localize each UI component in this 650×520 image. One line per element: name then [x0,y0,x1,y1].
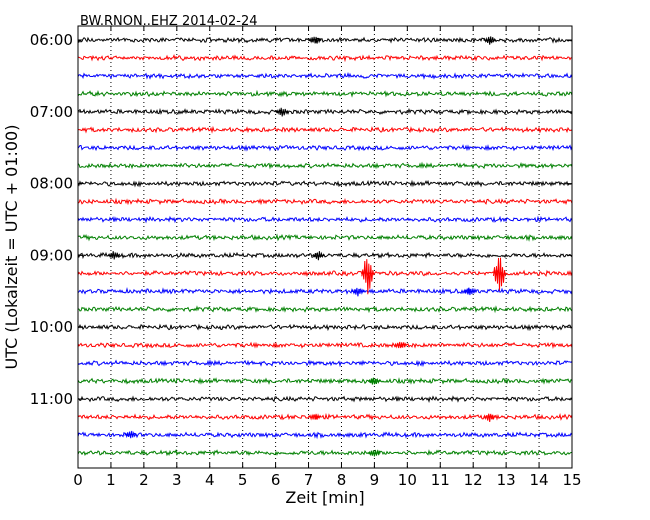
trace-1130 [77,431,573,440]
event-burst-12 [483,413,497,422]
event-burst-7 [351,287,365,297]
event-burst-8 [463,287,477,296]
x-tick-label: 0 [73,471,83,489]
event-burst-1 [483,36,497,45]
x-tick-label: 11 [431,471,450,489]
y-tick-label: 08:00 [30,175,73,193]
x-tick-label: 6 [271,471,281,489]
trace-1145 [77,448,572,457]
trace-0930 [77,286,573,295]
event-burst-2 [275,107,289,117]
event-burst-6 [493,257,506,291]
event-burst-0 [308,36,322,44]
x-tick-label: 4 [205,471,215,489]
y-axis-label: UTC (Lokalzeit = UTC + 01:00) [2,125,21,370]
event-burst-10 [367,377,381,385]
x-tick-label: 12 [464,471,483,489]
y-tick-label: 06:00 [30,31,73,49]
trace-0630 [77,71,573,80]
chart-title: BW.RNON..EHZ 2014-02-24 [80,14,258,29]
event-burst-3 [312,251,325,261]
trace-0830 [77,215,573,224]
x-tick-label: 1 [106,471,116,489]
x-tick-label: 7 [304,471,314,489]
trace-1030 [77,358,573,368]
vertical-grid [110,26,540,468]
x-tick-label: 10 [398,471,417,489]
x-tick-label: 8 [337,471,347,489]
x-tick-label: 15 [562,471,581,489]
event-burst-13 [124,430,138,439]
trace-1100 [77,395,573,404]
trace-1015 [77,341,573,349]
y-tick-label: 09:00 [30,246,73,264]
x-tick-label: 9 [370,471,380,489]
trace-1045 [77,377,573,385]
trace-0600 [77,36,573,44]
x-tick-label: 2 [139,471,149,489]
trace-0945 [77,305,573,314]
trace-1000 [77,323,573,332]
event-burst-14 [368,449,381,457]
trace-0900 [77,251,573,260]
y-tick-label: 10:00 [30,318,73,336]
event-group [107,36,506,457]
trace-0615 [77,54,573,63]
trace-0815 [77,197,573,206]
y-axis-ticks: 06:00 07:00 08:00 09:00 10:00 11:00 [30,31,572,408]
x-axis-ticks: 0 1 2 3 4 5 6 7 8 9 10 11 12 13 14 15 [73,26,582,489]
trace-0645 [77,89,573,98]
event-burst-5 [361,259,375,295]
trace-0700 [77,107,573,116]
trace-0715 [77,125,573,134]
trace-0745 [77,161,573,170]
trace-group [77,36,573,457]
plot-frame [77,25,573,469]
y-tick-label: 07:00 [30,103,73,121]
trace-0800 [77,179,573,188]
event-burst-9 [394,341,408,349]
x-tick-label: 5 [238,471,248,489]
x-tick-label: 13 [497,471,516,489]
x-tick-label: 3 [172,471,182,489]
event-burst-11 [308,413,322,421]
trace-0915 [77,269,573,278]
trace-1115 [77,412,573,421]
event-burst-4 [107,251,121,260]
x-tick-label: 14 [530,471,549,489]
x-axis-label: Zeit [min] [285,488,364,507]
trace-0730 [77,144,573,152]
trace-0845 [77,233,573,242]
y-tick-label: 11:00 [30,390,73,408]
